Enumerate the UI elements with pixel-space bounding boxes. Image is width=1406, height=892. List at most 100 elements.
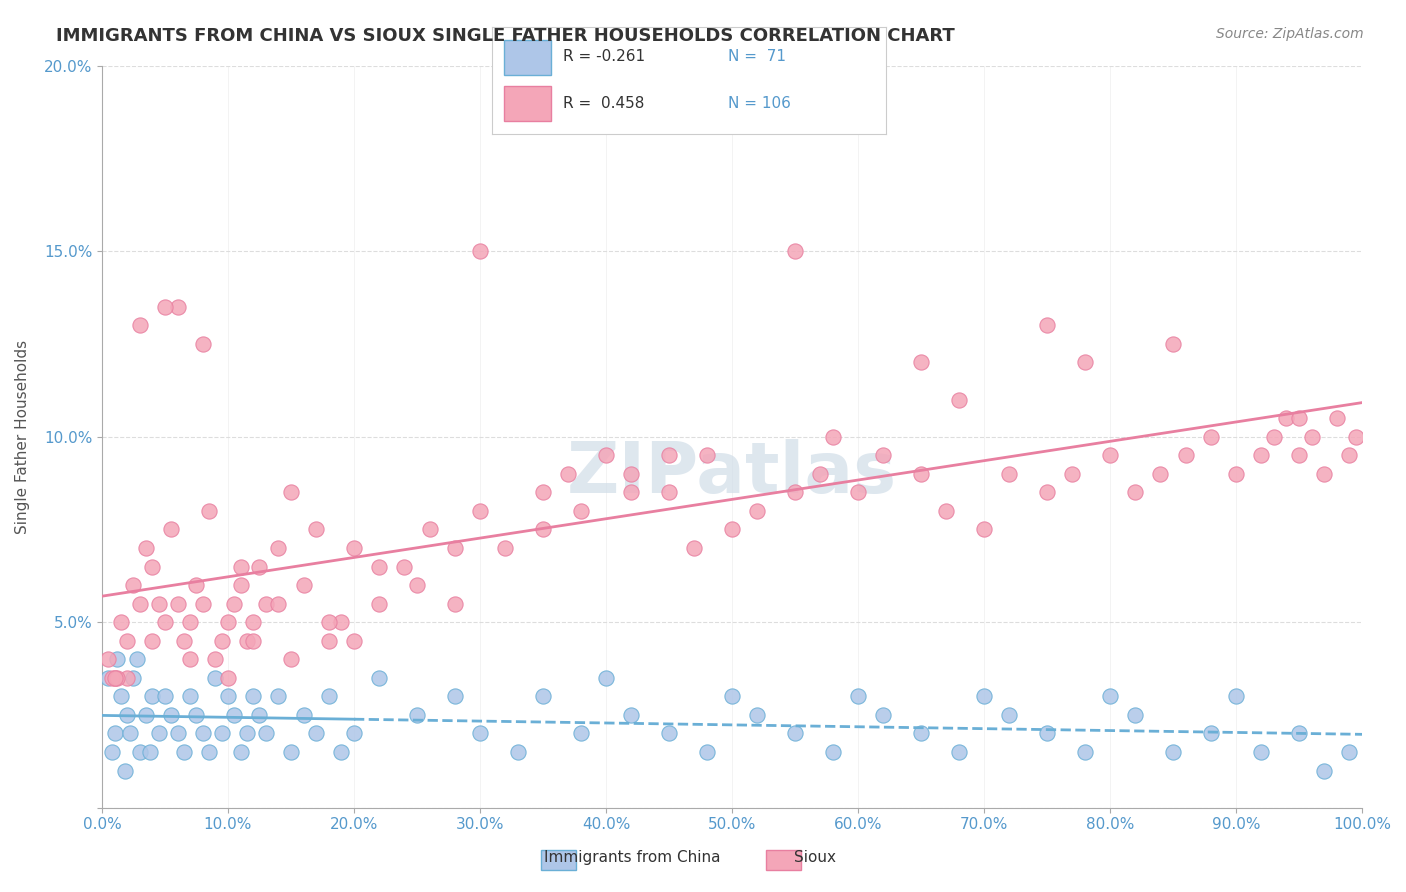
Point <box>506 745 529 759</box>
Point <box>122 671 145 685</box>
Point <box>783 244 806 259</box>
Point <box>153 615 176 629</box>
Point <box>1275 411 1298 425</box>
Point <box>330 745 353 759</box>
Point <box>198 504 221 518</box>
Point <box>747 707 769 722</box>
Point <box>1344 430 1367 444</box>
Point <box>249 707 271 722</box>
Point <box>330 615 353 629</box>
Point <box>1339 745 1361 759</box>
Point <box>229 745 252 759</box>
Text: R =  0.458: R = 0.458 <box>562 96 644 112</box>
Point <box>254 597 277 611</box>
Point <box>211 726 233 740</box>
Point <box>696 448 718 462</box>
Point <box>846 485 869 500</box>
Point <box>443 541 465 555</box>
Point <box>406 707 429 722</box>
Point <box>128 318 150 333</box>
Point <box>620 707 643 722</box>
Y-axis label: Single Father Households: Single Father Households <box>15 340 30 533</box>
Point <box>1123 485 1146 500</box>
Point <box>160 707 183 722</box>
Point <box>135 707 157 722</box>
Point <box>1225 467 1247 481</box>
Text: N =  71: N = 71 <box>728 49 786 64</box>
Point <box>242 690 264 704</box>
Point <box>141 559 163 574</box>
Point <box>1161 745 1184 759</box>
Point <box>569 504 592 518</box>
Point <box>267 541 290 555</box>
Point <box>114 764 136 778</box>
Point <box>166 726 188 740</box>
Point <box>872 707 894 722</box>
Point <box>1123 707 1146 722</box>
Point <box>115 671 138 685</box>
Point <box>141 690 163 704</box>
Point <box>249 559 271 574</box>
Point <box>1313 467 1336 481</box>
Point <box>217 671 239 685</box>
Point <box>1062 467 1084 481</box>
Point <box>179 615 201 629</box>
Point <box>1149 467 1171 481</box>
Point <box>1036 485 1059 500</box>
Point <box>747 504 769 518</box>
Point <box>910 726 932 740</box>
Point <box>808 467 831 481</box>
Point <box>1326 411 1348 425</box>
Text: Source: ZipAtlas.com: Source: ZipAtlas.com <box>1216 27 1364 41</box>
Point <box>153 690 176 704</box>
Point <box>343 633 366 648</box>
Point <box>179 690 201 704</box>
Point <box>1074 355 1097 369</box>
Text: R = -0.261: R = -0.261 <box>562 49 645 64</box>
Point <box>1263 430 1285 444</box>
Point <box>620 485 643 500</box>
Point <box>998 467 1021 481</box>
Point <box>419 522 441 536</box>
Point <box>229 559 252 574</box>
Point <box>846 690 869 704</box>
Point <box>103 671 125 685</box>
Point <box>115 633 138 648</box>
Point <box>179 652 201 666</box>
Point <box>211 633 233 648</box>
Point <box>343 726 366 740</box>
Point <box>173 633 195 648</box>
Point <box>443 597 465 611</box>
Text: N = 106: N = 106 <box>728 96 792 112</box>
Point <box>242 633 264 648</box>
Point <box>468 244 491 259</box>
Point <box>160 522 183 536</box>
Point <box>821 745 844 759</box>
Point <box>148 726 170 740</box>
Point <box>236 633 259 648</box>
Text: ZIPatlas: ZIPatlas <box>567 439 897 508</box>
Point <box>103 726 125 740</box>
Point <box>973 522 995 536</box>
Point <box>105 652 128 666</box>
Point <box>872 448 894 462</box>
Point <box>721 690 744 704</box>
Point <box>236 726 259 740</box>
Point <box>141 633 163 648</box>
Point <box>153 300 176 314</box>
Point <box>242 615 264 629</box>
Point <box>128 597 150 611</box>
Point <box>494 541 516 555</box>
Point <box>191 726 214 740</box>
Point <box>406 578 429 592</box>
Point <box>1036 318 1059 333</box>
Point <box>595 671 617 685</box>
Point <box>198 745 221 759</box>
Point <box>280 652 302 666</box>
Point <box>1301 430 1323 444</box>
Point <box>910 355 932 369</box>
Text: Sioux: Sioux <box>794 850 837 865</box>
FancyBboxPatch shape <box>503 86 551 121</box>
Point <box>1250 448 1272 462</box>
Point <box>292 578 315 592</box>
